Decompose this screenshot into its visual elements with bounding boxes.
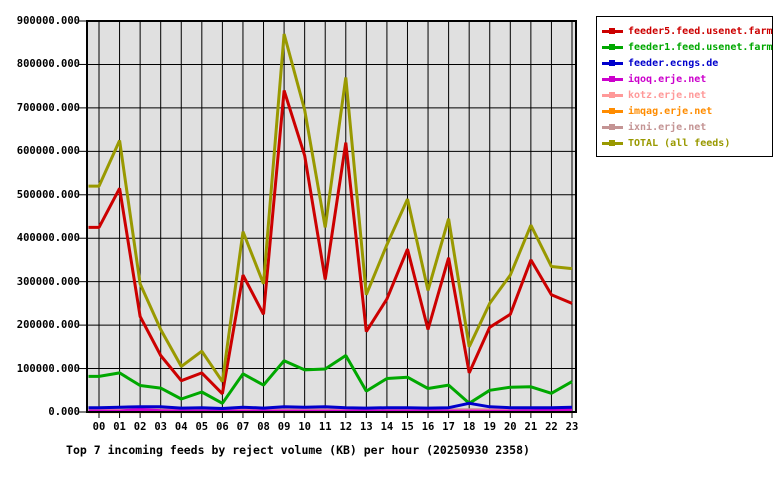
legend-line-swatch [602, 123, 623, 130]
legend-line-swatch [602, 107, 623, 114]
x-tick-label: 00 [92, 421, 106, 433]
x-tick-label: 16 [421, 421, 435, 433]
x-tick-label: 21 [524, 421, 538, 433]
x-tick-label: 09 [277, 421, 291, 433]
y-tick-label: 200000.000 [16, 319, 80, 332]
legend: feeder5.feed.usenet.farm feeder1.feed.use… [596, 16, 773, 157]
legend-label: imqag.erje.net [628, 105, 713, 117]
x-tick-label: 23 [565, 421, 579, 433]
series-line [88, 407, 572, 413]
legend-line-swatch [602, 75, 623, 82]
series-line [88, 354, 573, 405]
y-tick-label: 500000.000 [16, 188, 80, 201]
legend-line-swatch [602, 43, 623, 50]
x-tick-label: 08 [257, 421, 270, 433]
series-line [88, 33, 573, 383]
legend-entry: feeder1.feed.usenet.farm [602, 39, 773, 55]
legend-label: feeder1.feed.usenet.farm [628, 41, 773, 53]
legend-point-marker [609, 107, 615, 114]
x-tick-label: 11 [318, 421, 332, 433]
y-tick-label: 800000.000 [16, 58, 80, 71]
x-tick-label: 17 [442, 421, 455, 433]
x-tick-label: 02 [133, 421, 147, 433]
x-tick-label: 13 [360, 421, 373, 433]
legend-point-marker [609, 123, 615, 130]
plot-border [86, 20, 577, 413]
x-tick-label: 01 [113, 421, 126, 433]
series-line [88, 90, 573, 395]
x-tick-label: 04 [174, 421, 188, 433]
legend-entry: feeder.ecngs.de [602, 55, 767, 71]
x-tick-label: 12 [339, 421, 353, 433]
chart-title: Top 7 incoming feeds by reject volume (K… [66, 443, 530, 457]
x-tick-label: 05 [195, 421, 209, 433]
y-tick-label: 100000.000 [16, 362, 80, 375]
x-tick-label: 10 [298, 421, 311, 433]
legend-point-marker [609, 91, 615, 98]
legend-line-swatch [602, 139, 623, 146]
legend-entry: TOTAL (all feeds) [602, 135, 767, 151]
x-tick-label: 03 [154, 421, 168, 433]
y-tick-label: 400000.000 [16, 232, 80, 245]
y-tick-label: 600000.000 [16, 145, 80, 158]
legend-point-marker [609, 139, 615, 146]
x-tick-label: 14 [380, 421, 394, 433]
legend-line-swatch [602, 27, 623, 34]
y-tick-label: 300000.000 [16, 275, 80, 288]
legend-entry: feeder5.feed.usenet.farm [602, 23, 773, 39]
x-tick-label: 20 [503, 421, 517, 433]
legend-entry: iqoq.erje.net [602, 71, 767, 87]
legend-label: TOTAL (all feeds) [628, 137, 731, 149]
legend-label: kotz.erje.net [628, 89, 707, 101]
legend-point-marker [609, 43, 615, 50]
legend-line-swatch [602, 59, 623, 66]
legend-point-marker [609, 27, 615, 34]
legend-point-marker [609, 59, 615, 66]
plot-background [87, 21, 576, 412]
legend-label: iqoq.erje.net [628, 73, 707, 85]
series-line [88, 401, 573, 410]
x-tick-label: 15 [401, 421, 414, 433]
y-tick-label: 700000.000 [16, 101, 80, 114]
x-tick-label: 06 [216, 421, 229, 433]
legend-label: ixni.erje.net [628, 121, 707, 133]
x-tick-label: 22 [545, 421, 558, 433]
legend-label: feeder5.feed.usenet.farm [628, 25, 773, 37]
y-tick-label: 900000.000 [16, 15, 80, 27]
y-tick-label: 0.000 [48, 406, 80, 418]
legend-entry: ixni.erje.net [602, 119, 767, 135]
x-tick-label: 18 [462, 421, 476, 433]
legend-line-swatch [602, 91, 623, 98]
legend-label: feeder.ecngs.de [628, 57, 719, 69]
legend-entry: imqag.erje.net [602, 103, 767, 119]
x-tick-label: 07 [236, 421, 250, 433]
legend-point-marker [609, 75, 615, 82]
x-tick-label: 19 [483, 421, 497, 433]
legend-entry: kotz.erje.net [602, 87, 767, 103]
